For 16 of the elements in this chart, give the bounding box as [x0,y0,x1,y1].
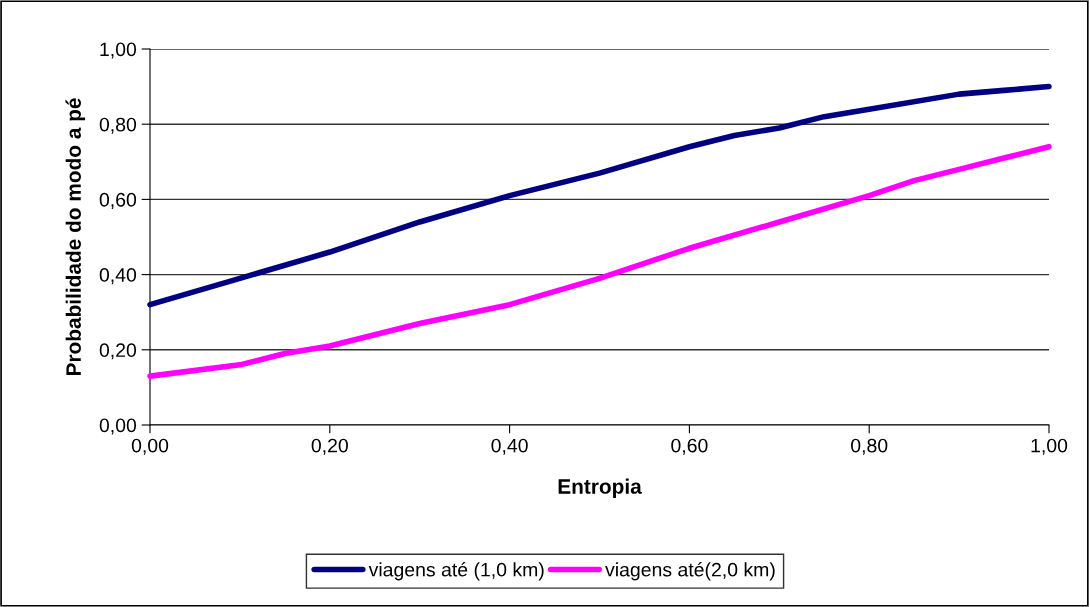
x-axis-title: Entropia [558,478,642,498]
x-tick-label: 0,00 [131,438,169,455]
y-tick-label: 0,40 [99,268,137,285]
y-tick-label: 0,20 [99,343,137,360]
y-tick-label: 0,80 [99,117,137,134]
x-tick-label: 0,40 [491,438,528,455]
x-tick-label: 0,20 [311,438,348,455]
x-tick-label: 1,00 [1031,438,1068,455]
y-tick-label: 0,60 [99,192,137,209]
y-tick-label: 1,00 [100,42,137,59]
y-axis-title: Probabilidade do modo a pé [65,98,86,376]
legend-label: viagens até (1,0 km) [368,562,544,581]
y-tick-label: 0,00 [99,418,137,435]
legend-label: viagens até(2,0 km) [605,562,775,581]
x-tick-label: 0,80 [851,438,888,455]
x-tick-label: 0,60 [671,438,708,455]
